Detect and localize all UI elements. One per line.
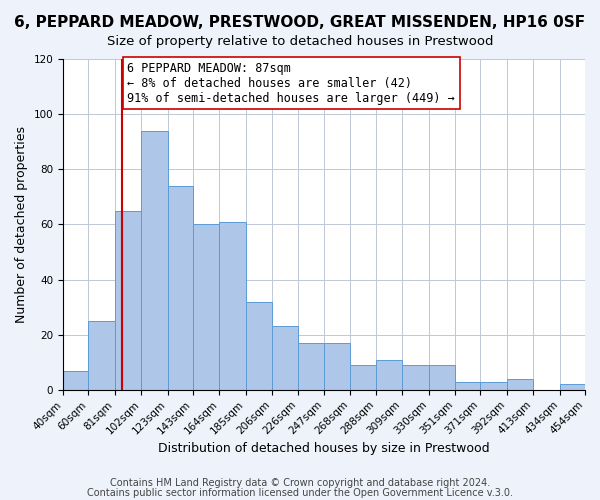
Bar xyxy=(324,343,350,390)
Bar xyxy=(376,360,402,390)
Bar xyxy=(507,379,533,390)
Bar xyxy=(481,382,507,390)
Text: 6, PEPPARD MEADOW, PRESTWOOD, GREAT MISSENDEN, HP16 0SF: 6, PEPPARD MEADOW, PRESTWOOD, GREAT MISS… xyxy=(14,15,586,30)
Bar xyxy=(402,365,428,390)
Bar xyxy=(220,222,246,390)
Text: Contains public sector information licensed under the Open Government Licence v.: Contains public sector information licen… xyxy=(87,488,513,498)
Bar xyxy=(167,186,193,390)
X-axis label: Distribution of detached houses by size in Prestwood: Distribution of detached houses by size … xyxy=(158,442,490,455)
Bar xyxy=(560,384,585,390)
Bar xyxy=(88,321,115,390)
Bar xyxy=(115,210,141,390)
Text: 6 PEPPARD MEADOW: 87sqm
← 8% of detached houses are smaller (42)
91% of semi-det: 6 PEPPARD MEADOW: 87sqm ← 8% of detached… xyxy=(127,62,455,105)
Text: Contains HM Land Registry data © Crown copyright and database right 2024.: Contains HM Land Registry data © Crown c… xyxy=(110,478,490,488)
Bar xyxy=(246,302,272,390)
Bar xyxy=(63,370,88,390)
Bar xyxy=(428,365,455,390)
Text: Size of property relative to detached houses in Prestwood: Size of property relative to detached ho… xyxy=(107,35,493,48)
Bar xyxy=(272,326,298,390)
Bar xyxy=(455,382,481,390)
Bar xyxy=(193,224,220,390)
Bar xyxy=(298,343,324,390)
Bar xyxy=(350,365,376,390)
Y-axis label: Number of detached properties: Number of detached properties xyxy=(15,126,28,323)
Bar xyxy=(141,130,167,390)
